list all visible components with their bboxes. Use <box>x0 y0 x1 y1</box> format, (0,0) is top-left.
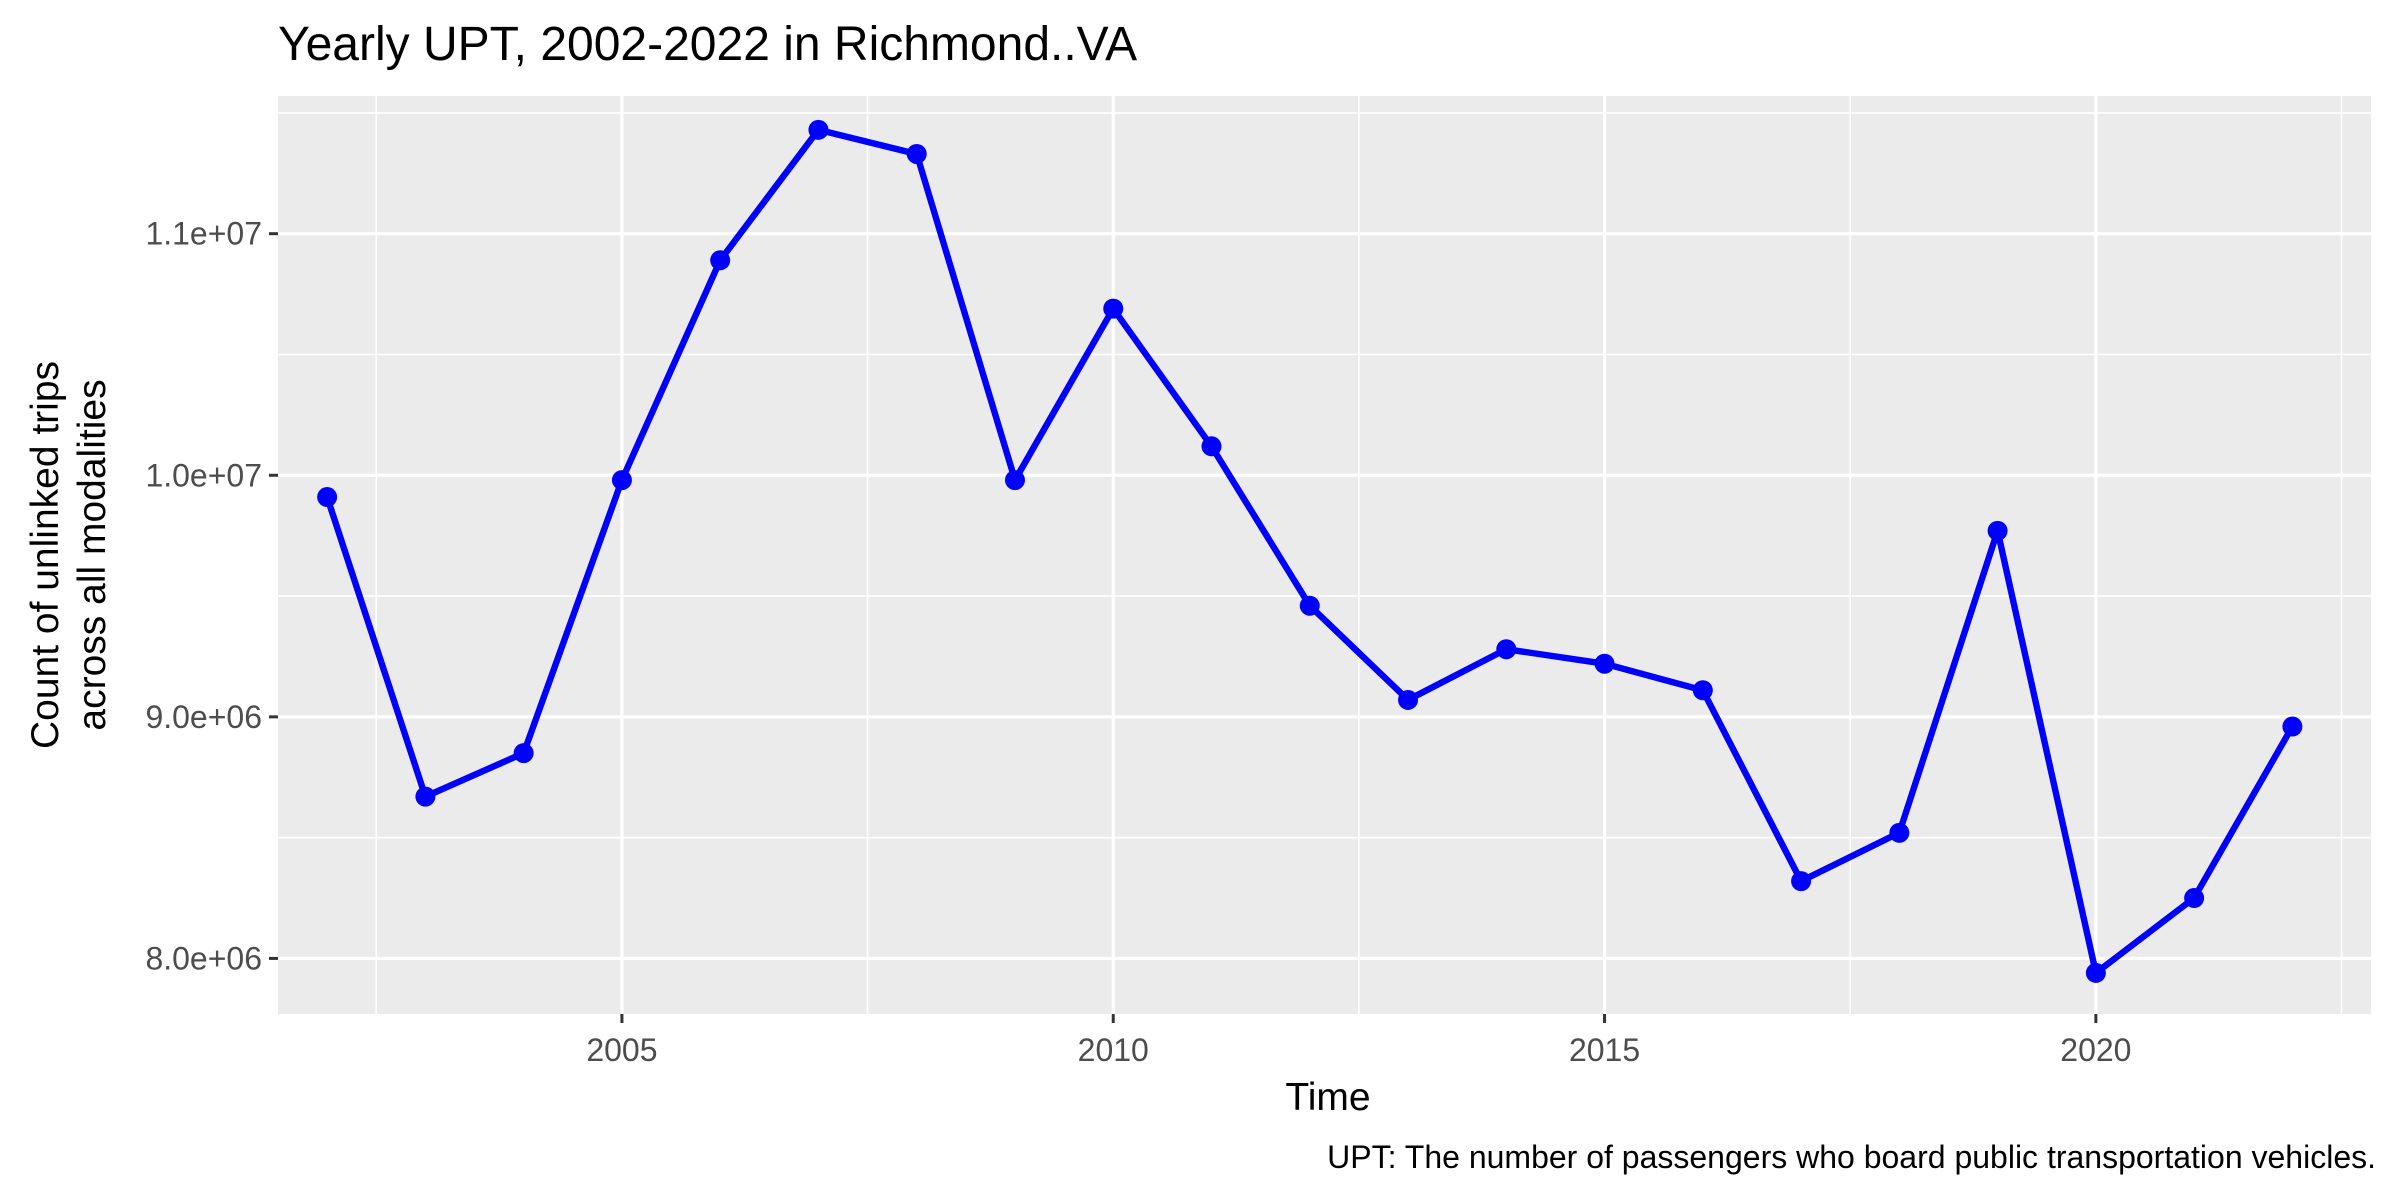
data-point <box>1299 595 1320 616</box>
data-point <box>1496 639 1517 660</box>
data-point <box>317 487 338 508</box>
data-point <box>611 470 632 491</box>
x-tick-label: 2015 <box>1569 1032 1640 1068</box>
axis-ticks <box>269 232 2098 1023</box>
y-axis-tick-labels: 8.0e+06 9.0e+06 1.0e+07 1.1e+07 <box>145 216 262 977</box>
y-axis-title-line-1: Count of unlinked trips <box>24 361 67 749</box>
plot-panel <box>278 96 2371 1014</box>
data-point <box>1594 653 1615 674</box>
data-point <box>1791 871 1812 892</box>
data-point <box>513 743 534 764</box>
data-point <box>2184 888 2205 909</box>
data-point <box>1103 298 1124 319</box>
y-tick-label: 9.0e+06 <box>145 699 262 735</box>
minor-gridlines <box>278 96 2371 1014</box>
data-point <box>1889 822 1910 843</box>
x-axis-title: Time <box>1285 1076 1370 1119</box>
data-point <box>1201 436 1222 457</box>
data-point <box>710 250 731 271</box>
chart-caption: UPT: The number of passengers who board … <box>1327 1139 2376 1175</box>
data-point <box>1692 680 1713 701</box>
y-tick-label: 8.0e+06 <box>145 940 262 976</box>
y-axis-title-line-2: across all modalities <box>71 379 114 730</box>
data-point <box>1987 520 2008 541</box>
data-point <box>2282 716 2303 737</box>
y-tick-label: 1.1e+07 <box>145 216 262 252</box>
chart-title: Yearly UPT, 2002-2022 in Richmond..VA <box>278 18 1137 71</box>
data-point <box>2085 962 2106 983</box>
data-point <box>906 143 927 164</box>
x-axis-tick-labels: 2005 2010 2015 2020 <box>586 1032 2131 1068</box>
x-tick-label: 2010 <box>1078 1032 1149 1068</box>
data-point <box>1398 689 1419 710</box>
data-point <box>1004 470 1025 491</box>
x-tick-label: 2020 <box>2060 1032 2131 1068</box>
data-point <box>415 786 436 807</box>
data-point <box>808 119 829 140</box>
x-tick-label: 2005 <box>586 1032 657 1068</box>
y-tick-label: 1.0e+07 <box>145 457 262 493</box>
data-series <box>317 119 2303 983</box>
